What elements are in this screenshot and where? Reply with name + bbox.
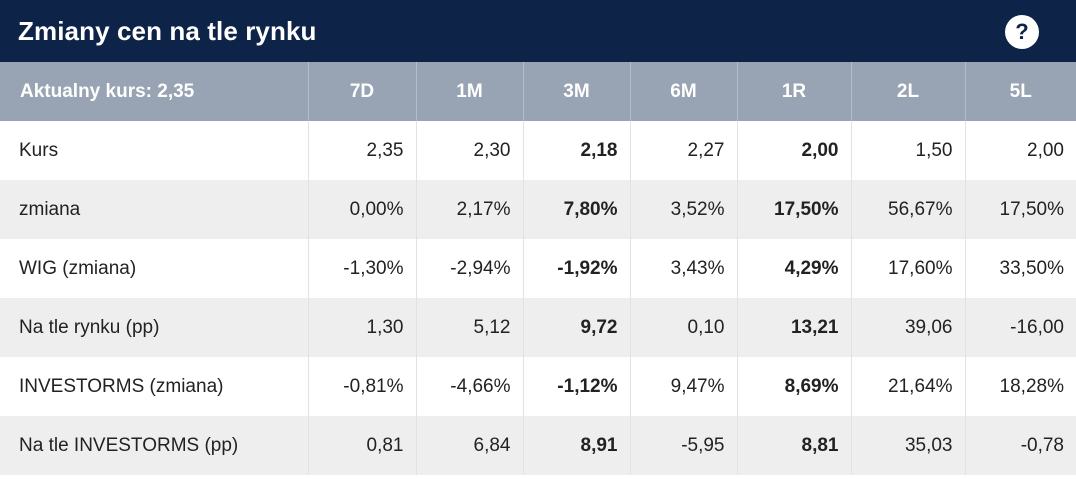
value-cell: 17,60% [851, 239, 966, 298]
value-cell: 35,03 [851, 416, 966, 475]
value-cell: 6,84 [416, 416, 524, 475]
widget-title: Zmiany cen na tle rynku [18, 15, 317, 46]
value-cell: 1,30 [308, 298, 417, 357]
value-cell: 2,27 [630, 121, 738, 180]
period-header-6m: 6M [630, 62, 738, 121]
widget-header: Zmiany cen na tle rynku ? [0, 0, 1076, 62]
current-price-label: Aktualny kurs: 2,35 [0, 62, 309, 121]
value-cell: 17,50% [999, 198, 1064, 220]
value-cell: 7,80% [523, 180, 631, 239]
value-cell: 2,18 [523, 121, 631, 180]
value-cell: 18,28% [999, 375, 1064, 397]
value-cell: 3,43% [630, 239, 738, 298]
value-cell: -5,95 [630, 416, 738, 475]
period-header-1r: 1R [737, 62, 852, 121]
value-cell: 39,06 [851, 298, 966, 357]
row-label: Na tle INVESTORMS (pp) [0, 416, 309, 475]
help-icon[interactable]: ? [1005, 15, 1039, 49]
value-cell: 0,00% [308, 180, 417, 239]
row-label: INVESTORMS (zmiana) [0, 357, 309, 416]
table-row: Kurs 2,35 2,30 2,18 2,27 2,00 1,50 2,00 [0, 121, 1076, 180]
value-cell: 2,30 [416, 121, 524, 180]
value-cell: -0,81% [308, 357, 417, 416]
value-cell: 0,81 [308, 416, 417, 475]
value-cell: 5,12 [416, 298, 524, 357]
value-cell: 2,00 [1027, 139, 1064, 161]
period-header-2l: 2L [851, 62, 966, 121]
value-cell: 8,91 [523, 416, 631, 475]
value-cell: -1,12% [523, 357, 631, 416]
value-cell: -1,30% [308, 239, 417, 298]
table-body: Kurs 2,35 2,30 2,18 2,27 2,00 1,50 2,00 zmiana 0,… [0, 121, 1076, 475]
value-cell: 1,50 [851, 121, 966, 180]
price-changes-table: Aktualny kurs: 2,35 7D 1M 3M 6M 1R 2L 5L… [0, 62, 1076, 475]
table-row: zmiana 0,00% 2,17% 7,80% 3,52% 17,50% 56,67% 17… [0, 180, 1076, 239]
row-label: Na tle rynku (pp) [0, 298, 309, 357]
value-cell: 2,17% [416, 180, 524, 239]
value-cell: -4,66% [416, 357, 524, 416]
row-label: zmiana [0, 180, 309, 239]
value-cell: 2,35 [308, 121, 417, 180]
value-cell: 0,10 [630, 298, 738, 357]
table-header-row: Aktualny kurs: 2,35 7D 1M 3M 6M 1R 2L 5L [0, 62, 1076, 121]
value-cell: 3,52% [630, 180, 738, 239]
value-cell: -0,78 [1020, 434, 1064, 456]
row-label: WIG (zmiana) [0, 239, 309, 298]
table-row: WIG (zmiana) -1,30% -2,94% -1,92% 3,43% 4,29%… [0, 239, 1076, 298]
value-cell: 21,64% [851, 357, 966, 416]
value-cell: 56,67% [851, 180, 966, 239]
table-row: Na tle rynku (pp) 1,30 5,12 9,72 0,10 13,21 39… [0, 298, 1076, 357]
value-cell: 8,69% [737, 357, 852, 416]
period-header-1m: 1M [416, 62, 524, 121]
value-cell: -1,92% [523, 239, 631, 298]
table-row: Na tle INVESTORMS (pp) 0,81 6,84 8,91 -5,95 8… [0, 416, 1076, 475]
period-header-7d: 7D [308, 62, 417, 121]
row-label: Kurs [0, 121, 309, 180]
period-header-3m: 3M [523, 62, 631, 121]
value-cell: 17,50% [737, 180, 852, 239]
value-cell: 33,50% [999, 257, 1064, 279]
value-cell: 13,21 [737, 298, 852, 357]
value-cell: 8,81 [737, 416, 852, 475]
value-cell: 9,47% [630, 357, 738, 416]
value-cell: -2,94% [416, 239, 524, 298]
value-cell: 9,72 [523, 298, 631, 357]
table-row: INVESTORMS (zmiana) -0,81% -4,66% -1,12% 9,4… [0, 357, 1076, 416]
value-cell: 4,29% [737, 239, 852, 298]
period-header-5l: 5L [1009, 80, 1032, 102]
value-cell: 2,00 [737, 121, 852, 180]
value-cell: -16,00 [1010, 316, 1064, 338]
